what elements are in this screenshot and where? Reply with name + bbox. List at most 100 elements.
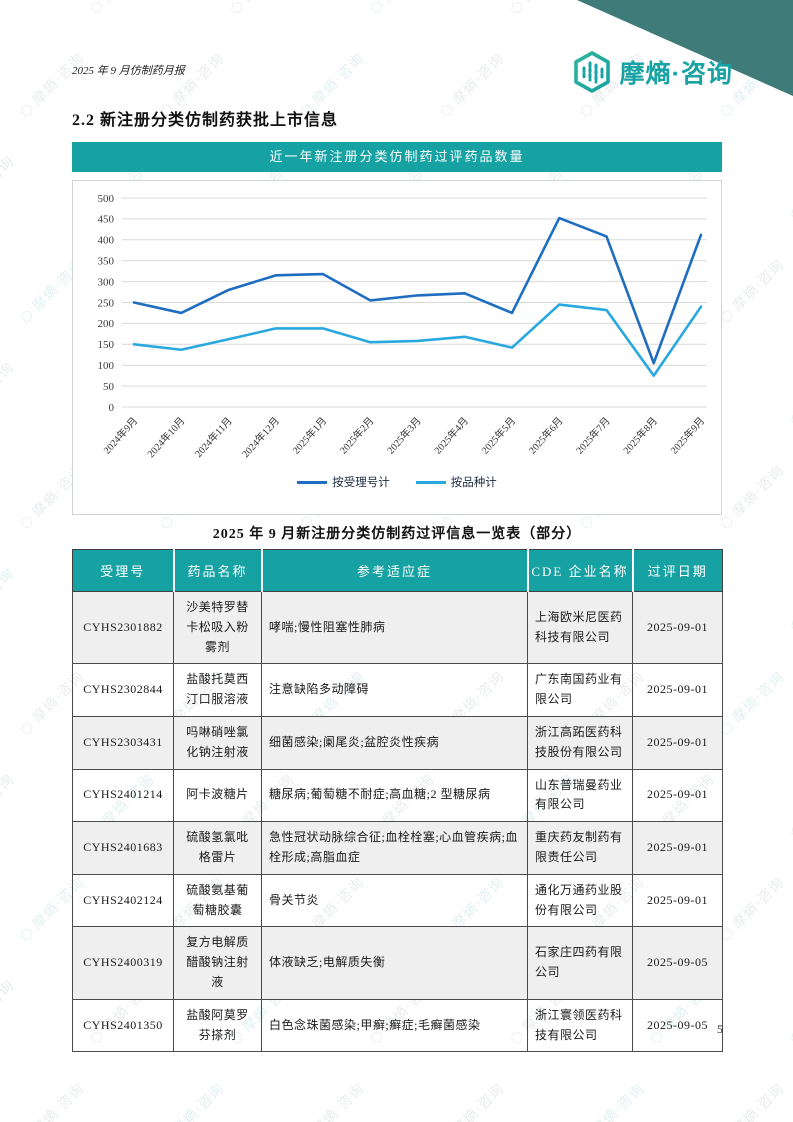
- y-tick-label: 500: [98, 193, 115, 205]
- y-tick-label: 450: [98, 214, 115, 226]
- table-cell: 石家庄四药有限公司: [527, 926, 633, 1000]
- table-cell: 重庆药友制药有限责任公司: [527, 821, 633, 875]
- x-tick-label: 2025年9月: [667, 414, 707, 456]
- table-cell: 阿卡波糖片: [173, 768, 262, 823]
- table-body: CYHS2301882 沙美特罗替卡松吸入粉雾剂 哮喘;慢性阻塞性肺病 上海欧米尼医药…: [72, 590, 723, 1053]
- column-header: 药品名称: [172, 549, 262, 592]
- x-tick-label: 2024年9月: [100, 414, 140, 456]
- table-cell: 2025-09-01: [632, 663, 723, 717]
- approval-info-table: 受理号 药品名称 参考适应症 CDE 企业名称 过评日期 CYHS2301882 沙美特罗…: [72, 549, 723, 1053]
- x-tick-label: 2025年1月: [289, 414, 329, 456]
- x-tick-label: 2025年5月: [478, 414, 518, 456]
- table-cell: 硫酸氨基葡萄糖胶囊: [173, 873, 262, 928]
- table-cell: CYHS2401350: [72, 998, 174, 1053]
- table-cell: 体液缺乏;电解质失衡: [261, 926, 528, 1000]
- chart-legend: 按受理号计 按品种计: [73, 474, 721, 490]
- table-cell: 2025-09-01: [632, 715, 723, 770]
- table-cell: CYHS2400319: [72, 926, 174, 1000]
- brand-logo: 摩熵·咨询: [571, 50, 733, 94]
- y-tick-label: 150: [98, 339, 115, 351]
- table-cell: 2025-09-01: [632, 873, 723, 928]
- x-tick-label: 2024年10月: [144, 414, 187, 460]
- x-tick-label: 2025年2月: [337, 414, 377, 456]
- table-cell: 沙美特罗替卡松吸入粉雾剂: [173, 590, 262, 665]
- table-cell: 广东南国药业有限公司: [527, 663, 633, 717]
- y-tick-label: 400: [98, 235, 115, 247]
- table-cell: 通化万通药业股份有限公司: [527, 873, 633, 928]
- legend-label: 按品种计: [450, 477, 497, 489]
- table-cell: 骨关节炎: [261, 873, 528, 928]
- table-header-row: 受理号 药品名称 参考适应症 CDE 企业名称 过评日期: [72, 549, 723, 592]
- table-cell: 吗啉硝唑氯化钠注射液: [173, 715, 262, 770]
- column-header: 过评日期: [631, 549, 723, 592]
- table-cell: CYHS2401214: [72, 768, 174, 823]
- x-tick-label: 2025年3月: [384, 414, 424, 456]
- x-tick-label: 2025年4月: [431, 414, 471, 456]
- legend-swatch: [297, 480, 328, 484]
- table-cell: 盐酸托莫西汀口服溶液: [173, 663, 262, 717]
- y-tick-label: 50: [103, 381, 115, 393]
- table-cell: CYHS2402124: [72, 873, 174, 928]
- y-tick-label: 350: [98, 256, 115, 268]
- y-tick-label: 0: [109, 402, 115, 414]
- line-chart: 0 50 100 150 200 250 300 350 400 450 500 2024年9月 202…: [72, 180, 722, 515]
- table-row: CYHS2401214 阿卡波糖片 糖尿病;葡萄糖不耐症;高血糖;2 型糖尿病 山东普…: [72, 768, 723, 823]
- table-cell: 硫酸氢氯吡格雷片: [173, 821, 262, 875]
- table-cell: 2025-09-01: [632, 590, 723, 665]
- column-header: CDE 企业名称: [526, 549, 633, 592]
- table-cell: 急性冠状动脉综合征;血栓栓塞;心血管疾病;血栓形成;高脂血症: [261, 821, 528, 875]
- table-cell: 复方电解质醋酸钠注射液: [173, 926, 262, 1000]
- table-cell: 2025-09-01: [632, 768, 723, 823]
- legend-item: 按品种计: [415, 474, 497, 490]
- table-row: CYHS2302844 盐酸托莫西汀口服溶液 注意缺陷多动障碍 广东南国药业有限公司 2…: [72, 663, 723, 717]
- table-cell: 注意缺陷多动障碍: [261, 663, 528, 717]
- table-cell: 上海欧米尼医药科技有限公司: [527, 590, 633, 665]
- report-header-text: 2025 年 9 月仿制药月报: [72, 65, 185, 77]
- hexagon-bars-logo-icon: [573, 51, 610, 93]
- table-row: CYHS2402124 硫酸氨基葡萄糖胶囊 骨关节炎 通化万通药业股份有限公司 2025…: [72, 873, 723, 928]
- brand-name: 摩熵·咨询: [619, 60, 733, 88]
- table-cell: 浙江高跖医药科技股份有限公司: [527, 715, 633, 770]
- x-tick-label: 2025年6月: [526, 414, 566, 456]
- table-row: CYHS2303431 吗啉硝唑氯化钠注射液 细菌感染;阑尾炎;盆腔炎性疾病 浙江高跖…: [72, 715, 723, 770]
- y-tick-label: 100: [98, 360, 115, 372]
- series-line-按受理号计: [132, 216, 703, 365]
- y-tick-label: 200: [98, 318, 115, 330]
- table-cell: 盐酸阿莫罗芬搽剂: [173, 998, 262, 1053]
- table-cell: 山东普瑞曼药业有限公司: [527, 768, 633, 823]
- legend-item: 按受理号计: [297, 474, 390, 490]
- table-cell: 2025-09-01: [632, 821, 723, 875]
- table-cell: 白色念珠菌感染;甲癣;癣症;毛癣菌感染: [261, 998, 528, 1053]
- y-tick-label: 300: [98, 276, 115, 288]
- legend-swatch: [415, 480, 446, 484]
- table-cell: CYHS2401683: [72, 821, 174, 875]
- table-cell: 浙江寰领医药科技有限公司: [527, 998, 633, 1053]
- column-header: 参考适应症: [260, 549, 528, 592]
- legend-label: 按受理号计: [332, 477, 390, 489]
- table-row: CYHS2400319 复方电解质醋酸钠注射液 体液缺乏;电解质失衡 石家庄四药有限公…: [72, 926, 723, 1000]
- corner-triangle-decoration: [577, 0, 793, 96]
- table-cell: 糖尿病;葡萄糖不耐症;高血糖;2 型糖尿病: [261, 768, 528, 823]
- table-cell: 2025-09-05: [632, 926, 723, 1000]
- series-line-按品种计: [132, 303, 703, 377]
- table-row: CYHS2401350 盐酸阿莫罗芬搽剂 白色念珠菌感染;甲癣;癣症;毛癣菌感染 浙江…: [72, 998, 723, 1053]
- x-tick-label: 2024年12月: [239, 414, 282, 460]
- section-title: 2.2 新注册分类仿制药获批上市信息: [72, 112, 339, 129]
- table-cell: 2025-09-05: [632, 998, 723, 1053]
- table-cell: CYHS2301882: [72, 590, 174, 665]
- x-tick-label: 2024年11月: [192, 414, 235, 460]
- table-title: 2025 年 9 月新注册分类仿制药过评信息一览表（部分）: [212, 527, 582, 542]
- chart-title-banner: 近一年新注册分类仿制药过评药品数量: [72, 142, 722, 172]
- x-tick-label: 2025年8月: [620, 414, 660, 456]
- table-cell: CYHS2302844: [72, 663, 174, 717]
- y-tick-label: 250: [98, 297, 115, 309]
- table-row: CYHS2401683 硫酸氢氯吡格雷片 急性冠状动脉综合征;血栓栓塞;心血管疾病;…: [72, 821, 723, 875]
- table-cell: 细菌感染;阑尾炎;盆腔炎性疾病: [261, 715, 528, 770]
- column-header: 受理号: [72, 549, 174, 592]
- table-cell: 哮喘;慢性阻塞性肺病: [261, 590, 528, 665]
- table-cell: CYHS2303431: [72, 715, 174, 770]
- table-row: CYHS2301882 沙美特罗替卡松吸入粉雾剂 哮喘;慢性阻塞性肺病 上海欧米尼医药…: [72, 590, 723, 665]
- x-tick-label: 2025年7月: [573, 414, 613, 456]
